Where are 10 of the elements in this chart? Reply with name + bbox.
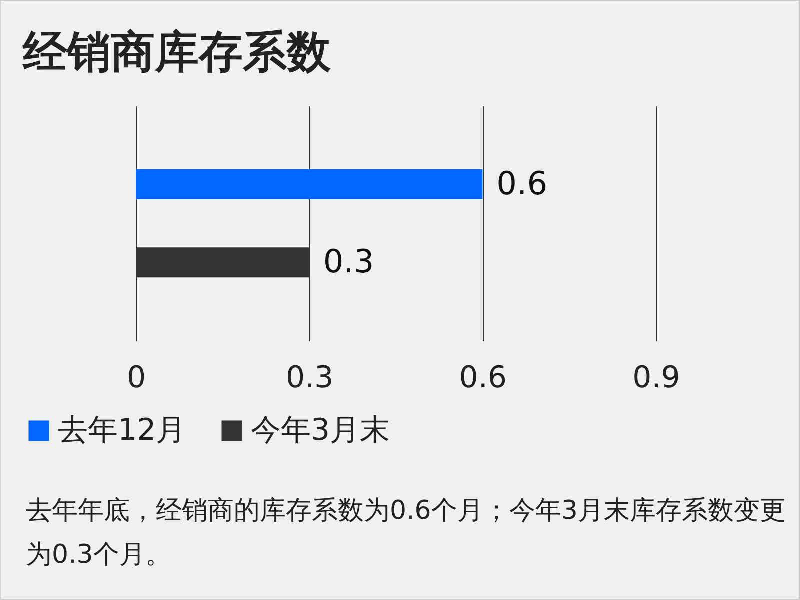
- data-label: 0.6: [496, 164, 548, 202]
- x-tick-label: 0: [126, 360, 146, 396]
- x-tick-label: 0.3: [286, 360, 334, 396]
- legend-label: 今年3月末: [251, 413, 390, 448]
- x-tick-label: 0.6: [459, 360, 508, 396]
- x-tick-label: 0.9: [632, 360, 680, 396]
- chart-title: 经销商库存系数: [23, 26, 331, 80]
- data-label: 0.3: [323, 242, 374, 281]
- text: 去年年底，经销商的库存系数为0.6个月；今年3月末库存系数变更为0.3个月。: [26, 495, 786, 572]
- legend-label: 去年12月: [58, 413, 186, 448]
